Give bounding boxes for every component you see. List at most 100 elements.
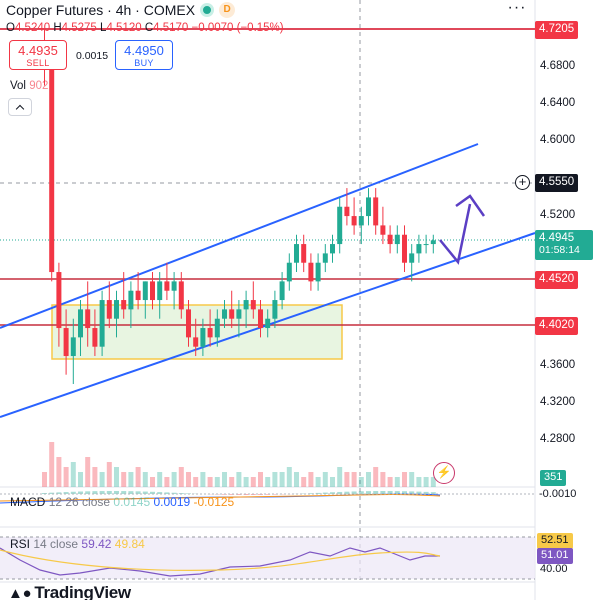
macd-histogram-bar [99, 491, 105, 494]
candle-body [402, 234, 407, 263]
macd-histogram-bar [409, 491, 415, 494]
volume-bar [286, 467, 292, 487]
volume-bar [222, 472, 227, 487]
candle-body [272, 300, 278, 319]
volume-bar [135, 467, 141, 487]
candle-body [337, 206, 343, 245]
chart-header: Copper Futures · 4h · COMEX D [0, 0, 600, 22]
more-dots-icon[interactable]: ··· [507, 0, 527, 16]
rsi-legend[interactable]: RSI 14 close 59.42 49.84 [10, 537, 145, 551]
candle-body [63, 328, 69, 357]
volume-bar [344, 472, 350, 487]
macd-histogram-bar [142, 491, 148, 494]
support-price-tag-1[interactable]: 4.4520 [535, 271, 579, 289]
volume-bar [178, 467, 184, 487]
macd-value-3: -0.0125 [193, 495, 235, 509]
price-axis-label: 4.6000 [540, 134, 576, 146]
volume-bar [380, 472, 386, 487]
volume-bar [171, 472, 177, 487]
candle-body [106, 300, 112, 319]
macd-histogram-bar [106, 491, 112, 494]
candle-body [380, 225, 386, 235]
volume-bar [358, 477, 364, 487]
ohlc-values: O4.5240 H4.5275 L4.5120 C4.5170 −0.0070 … [6, 22, 284, 34]
candle-body [193, 337, 199, 347]
projection-arrow[interactable] [439, 203, 472, 265]
sell-button[interactable]: 4.4935 SELL [9, 40, 67, 70]
macd-histogram-bar [358, 491, 364, 494]
macd-histogram-bar [128, 491, 134, 494]
macd-histogram-bar [387, 491, 393, 494]
candle-body [409, 253, 415, 263]
candle-body [171, 281, 177, 291]
tradingview-logo[interactable]: ▲● TradingView [8, 583, 131, 600]
lightning-alert-icon[interactable]: ⚡ [433, 462, 455, 484]
macd-histogram-bar [308, 493, 314, 494]
data-badge-icon[interactable]: D [219, 2, 236, 18]
macd-histogram-bar [92, 491, 98, 494]
candle-body [265, 318, 271, 329]
rsi-value-tag: 51.01 [537, 548, 573, 564]
symbol-row: Copper Futures · 4h · COMEX D [6, 2, 236, 18]
volume-legend[interactable]: Vol 902 [10, 80, 48, 92]
candle-body [92, 328, 98, 347]
macd-histogram-bar [373, 491, 379, 494]
volume-bar [121, 472, 127, 487]
candle-body [423, 244, 429, 246]
ohlc-open-label: O [6, 22, 15, 34]
channel-upper-line[interactable] [0, 143, 479, 329]
volume-bar [265, 477, 271, 487]
rsi-value-2: 49.84 [114, 537, 145, 551]
candle-body [330, 244, 335, 254]
crosshair-price-tag: 4.5550 [535, 174, 579, 192]
candle-body [236, 309, 242, 319]
volume-bar [92, 467, 98, 487]
volume-bar [236, 472, 242, 487]
candle-body [243, 300, 249, 310]
macd-histogram-bar [315, 492, 321, 494]
candle-body [214, 318, 220, 338]
volume-bar [430, 477, 436, 487]
volume-bar [394, 477, 400, 487]
macd-legend[interactable]: MACD 12 26 close 0.0145 0.0019 -0.0125 [10, 495, 234, 509]
support-price-tag-2[interactable]: 4.4020 [535, 317, 579, 335]
volume-bar [279, 472, 285, 487]
volume-bar [114, 467, 119, 487]
macd-histogram-bar [164, 492, 170, 494]
buy-button[interactable]: 4.4950 BUY [115, 40, 173, 70]
volume-bar [150, 477, 155, 487]
volume-bar [128, 472, 134, 487]
current-price-tag: 4.4945 01:58:14 [535, 230, 593, 260]
sell-label: SELL [26, 58, 50, 68]
ohlc-high-label: H [53, 22, 62, 34]
candle-body [301, 244, 307, 263]
volume-bar [322, 472, 328, 487]
volume-bar [70, 462, 76, 487]
resistance-price-tag[interactable]: 4.7205 [535, 21, 579, 39]
collapse-legend-button[interactable] [8, 98, 32, 116]
macd-histogram-bar [430, 492, 436, 494]
candle-body [121, 300, 127, 310]
candle-body [142, 281, 148, 301]
candle-body [229, 309, 235, 319]
symbol-title[interactable]: Copper Futures · 4h · COMEX [6, 2, 196, 18]
candle-body [286, 262, 292, 282]
current-price: 4.4945 [539, 232, 575, 244]
volume-bar [56, 457, 62, 487]
volume-bar [409, 472, 415, 487]
volume-bar [63, 467, 69, 487]
spread-value: 0.0015 [75, 50, 109, 62]
volume-bar [207, 477, 213, 487]
plus-icon[interactable]: + [515, 175, 530, 190]
candle-body [49, 66, 55, 273]
volume-bar [337, 467, 343, 487]
volume-bar [308, 472, 314, 487]
candle-body [394, 234, 400, 245]
market-status-icon[interactable] [200, 3, 215, 17]
candle-body [85, 309, 91, 329]
candle-body [164, 281, 170, 291]
volume-bar [416, 477, 422, 487]
macd-histogram-bar [337, 491, 343, 494]
macd-axis-tag: -0.0010 [539, 488, 577, 500]
